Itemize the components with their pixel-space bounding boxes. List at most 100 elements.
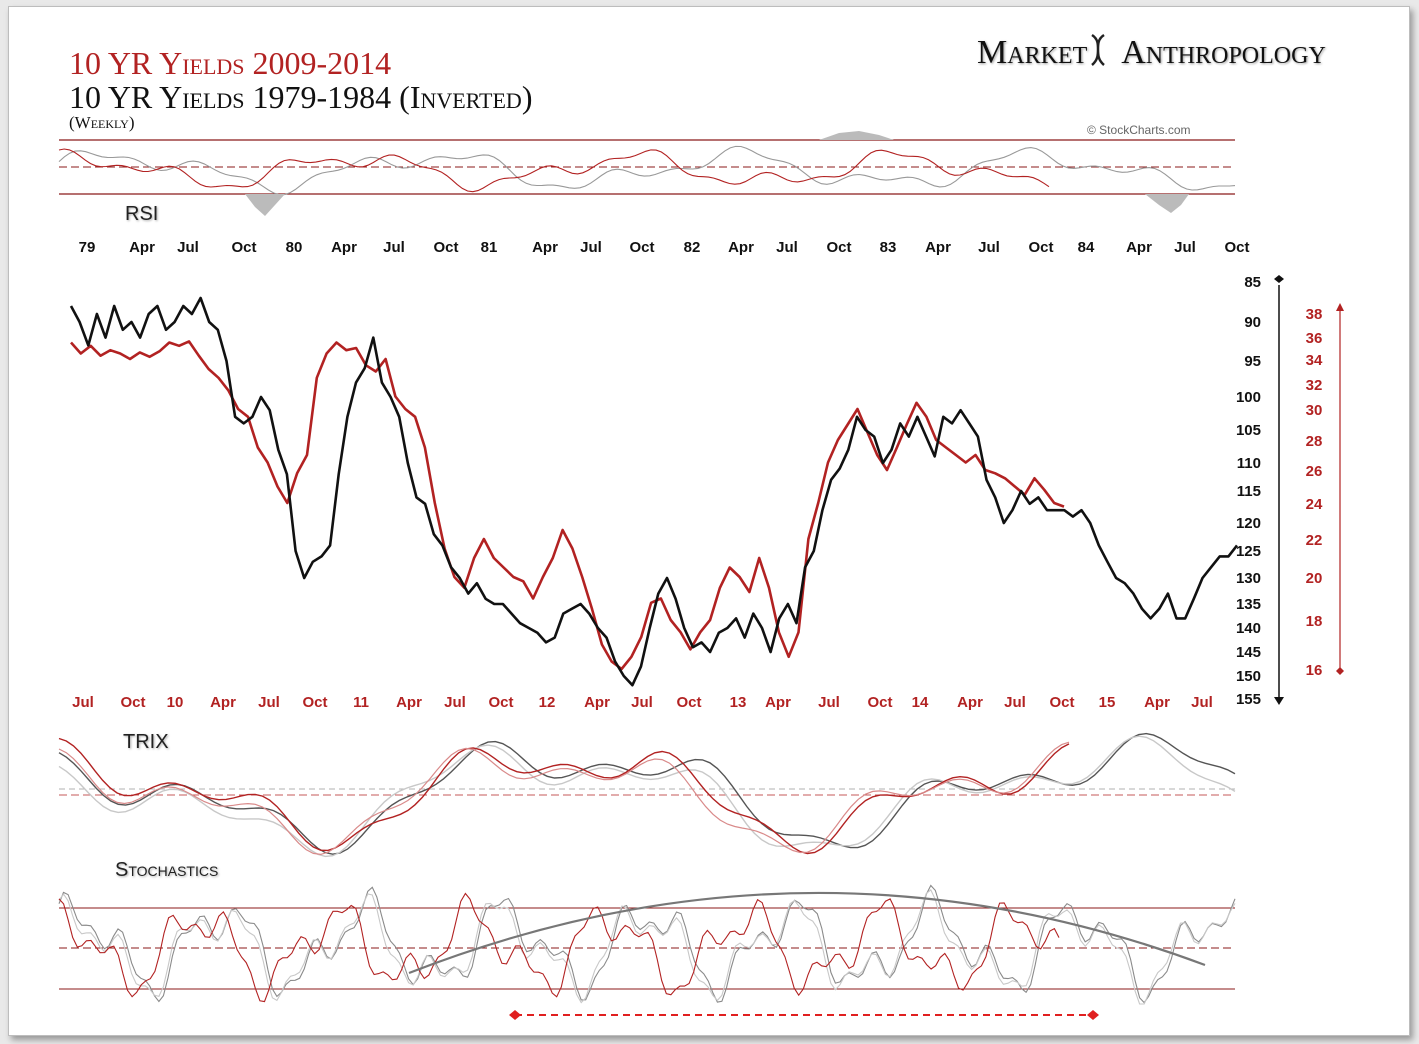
top-axis-label: 84: [1078, 239, 1095, 256]
top-axis-label: 79: [79, 239, 96, 256]
bottom-axis-label: Oct: [867, 694, 892, 711]
top-time-axis: 79 Apr Jul Oct 80 Apr Jul Oct 81 Apr Jul Oct 82 Apr Ju…: [79, 239, 1250, 256]
top-axis-label: Oct: [433, 239, 458, 256]
bottom-axis-label: Oct: [676, 694, 701, 711]
bottom-axis-label: 11: [353, 694, 369, 711]
trix-line-dark: [58, 732, 1236, 855]
right-scale-tick: 30: [1306, 402, 1323, 419]
rsi-panel: [58, 131, 1236, 216]
trix-line-red: [58, 737, 1070, 855]
bottom-axis-label: 10: [167, 694, 184, 711]
bottom-axis-label: 12: [539, 694, 556, 711]
top-axis-label: Apr: [129, 239, 155, 256]
brand-logo: Market Anthropology: [977, 33, 1326, 72]
bottom-axis-label: Jul: [1004, 694, 1026, 711]
top-axis-label: Apr: [925, 239, 951, 256]
yield-scale: 38 36 34 32 30 28 26 24 22 20 18 16: [1306, 303, 1344, 679]
rsi-line-gray: [58, 145, 1236, 196]
bottom-time-axis: Jul Oct 10 Apr Jul Oct 11 Apr Jul Oct 12 Apr Jul Oct 1…: [72, 694, 1213, 711]
left-scale-tick: 90: [1244, 314, 1261, 331]
top-axis-label: Jul: [580, 239, 602, 256]
chart-title-secondary: 10 YR Yields 1979-1984 (Inverted): [69, 79, 533, 115]
left-scale-arrow: [1274, 697, 1284, 705]
top-axis-label: Oct: [1224, 239, 1249, 256]
bottom-axis-label: Jul: [631, 694, 653, 711]
top-axis-label: Jul: [383, 239, 405, 256]
left-scale-tick: 105: [1236, 422, 1261, 439]
stoch-bracket-right-marker: [1087, 1010, 1099, 1020]
left-scale-tick: 110: [1237, 455, 1261, 472]
top-axis-label: Jul: [978, 239, 1000, 256]
bottom-axis-label: Apr: [396, 694, 422, 711]
bottom-axis-label: 13: [730, 694, 747, 711]
top-axis-label: Apr: [1126, 239, 1152, 256]
bottom-axis-label: Jul: [258, 694, 280, 711]
left-scale-tick: 85: [1244, 274, 1261, 291]
right-scale-tick: 26: [1306, 463, 1323, 480]
rsi-fill-oversold: [245, 194, 285, 216]
left-scale-tick: 135: [1236, 596, 1261, 613]
rsi-label: RSI: [125, 203, 159, 225]
top-axis-label: Jul: [1174, 239, 1196, 256]
trix-panel: [58, 732, 1236, 858]
stoch-bracket-left-marker: [509, 1010, 521, 1020]
right-scale-tick: 32: [1306, 377, 1323, 394]
left-scale-tick: 120: [1236, 515, 1261, 532]
left-scale-tick: 145: [1236, 644, 1261, 661]
rsi-fill-overbought: [819, 131, 894, 140]
right-scale-tick: 22: [1306, 532, 1323, 549]
bottom-axis-label: Jul: [72, 694, 94, 711]
stoch-line-lightgray: [58, 889, 1236, 1005]
left-scale-tick: 155: [1236, 691, 1261, 708]
bottom-axis-label: Oct: [120, 694, 145, 711]
bottom-axis-label: 14: [912, 694, 929, 711]
right-scale-tick: 18: [1306, 613, 1323, 630]
top-axis-label: 82: [684, 239, 701, 256]
bottom-axis-label: 15: [1099, 694, 1116, 711]
right-scale-tick: 36: [1306, 330, 1323, 347]
right-scale-tick: 34: [1306, 352, 1323, 369]
left-scale-tick: 130: [1236, 570, 1261, 587]
stochastics-panel: [58, 884, 1236, 1020]
stoch-line-gray: [58, 884, 1236, 1004]
top-axis-label: Apr: [728, 239, 754, 256]
trix-line-light: [58, 735, 1236, 858]
rsi-line-red: [58, 148, 1050, 193]
source-credit: © StockCharts.com: [1087, 123, 1191, 137]
bottom-axis-label: Jul: [818, 694, 840, 711]
stoch-line-red: [58, 892, 1060, 1003]
top-axis-label: Jul: [177, 239, 199, 256]
chart-card: 79 Apr Jul Oct 80 Apr Jul Oct 81 Apr Jul Oct 82 Apr Ju…: [8, 6, 1410, 1036]
chart-canvas: 79 Apr Jul Oct 80 Apr Jul Oct 81 Apr Jul Oct 82 Apr Ju…: [58, 131, 1344, 1020]
brand-left: Market: [977, 34, 1088, 71]
left-scale-tick: 100: [1236, 389, 1261, 406]
bottom-axis-label: Jul: [1191, 694, 1213, 711]
right-scale-tick: 28: [1306, 433, 1323, 450]
right-scale-bottom-marker: [1336, 667, 1344, 675]
top-axis-label: Apr: [532, 239, 558, 256]
right-scale-tick: 24: [1306, 496, 1323, 513]
top-axis-label: 80: [286, 239, 303, 256]
left-scale-tick: 115: [1237, 483, 1261, 500]
right-scale-tick: 38: [1306, 306, 1323, 323]
right-scale-tick: 20: [1306, 570, 1323, 587]
rsi-fill-oversold-2: [1145, 194, 1189, 213]
top-axis-label: 83: [880, 239, 897, 256]
bottom-axis-label: Apr: [1144, 694, 1170, 711]
chart-title-primary: 10 YR Yields 2009-2014: [69, 45, 392, 81]
right-scale-tick: 16: [1306, 662, 1323, 679]
chart-subtitle: (Weekly): [69, 113, 135, 132]
bottom-axis-label: Jul: [444, 694, 466, 711]
top-axis-label: Oct: [826, 239, 851, 256]
left-scale-tick: 125: [1236, 543, 1261, 560]
dna-icon: [1087, 33, 1121, 72]
bottom-axis-label: Apr: [765, 694, 791, 711]
left-scale-tick: 95: [1244, 353, 1261, 370]
right-scale-arrow: [1336, 303, 1344, 311]
bottom-axis-label: Apr: [584, 694, 610, 711]
series-line-1979-1984-inverted: [69, 296, 1239, 687]
trix-line-red-signal: [58, 741, 1070, 856]
bottom-axis-label: Oct: [302, 694, 327, 711]
bottom-axis-label: Oct: [1049, 694, 1074, 711]
top-axis-label: Jul: [776, 239, 798, 256]
